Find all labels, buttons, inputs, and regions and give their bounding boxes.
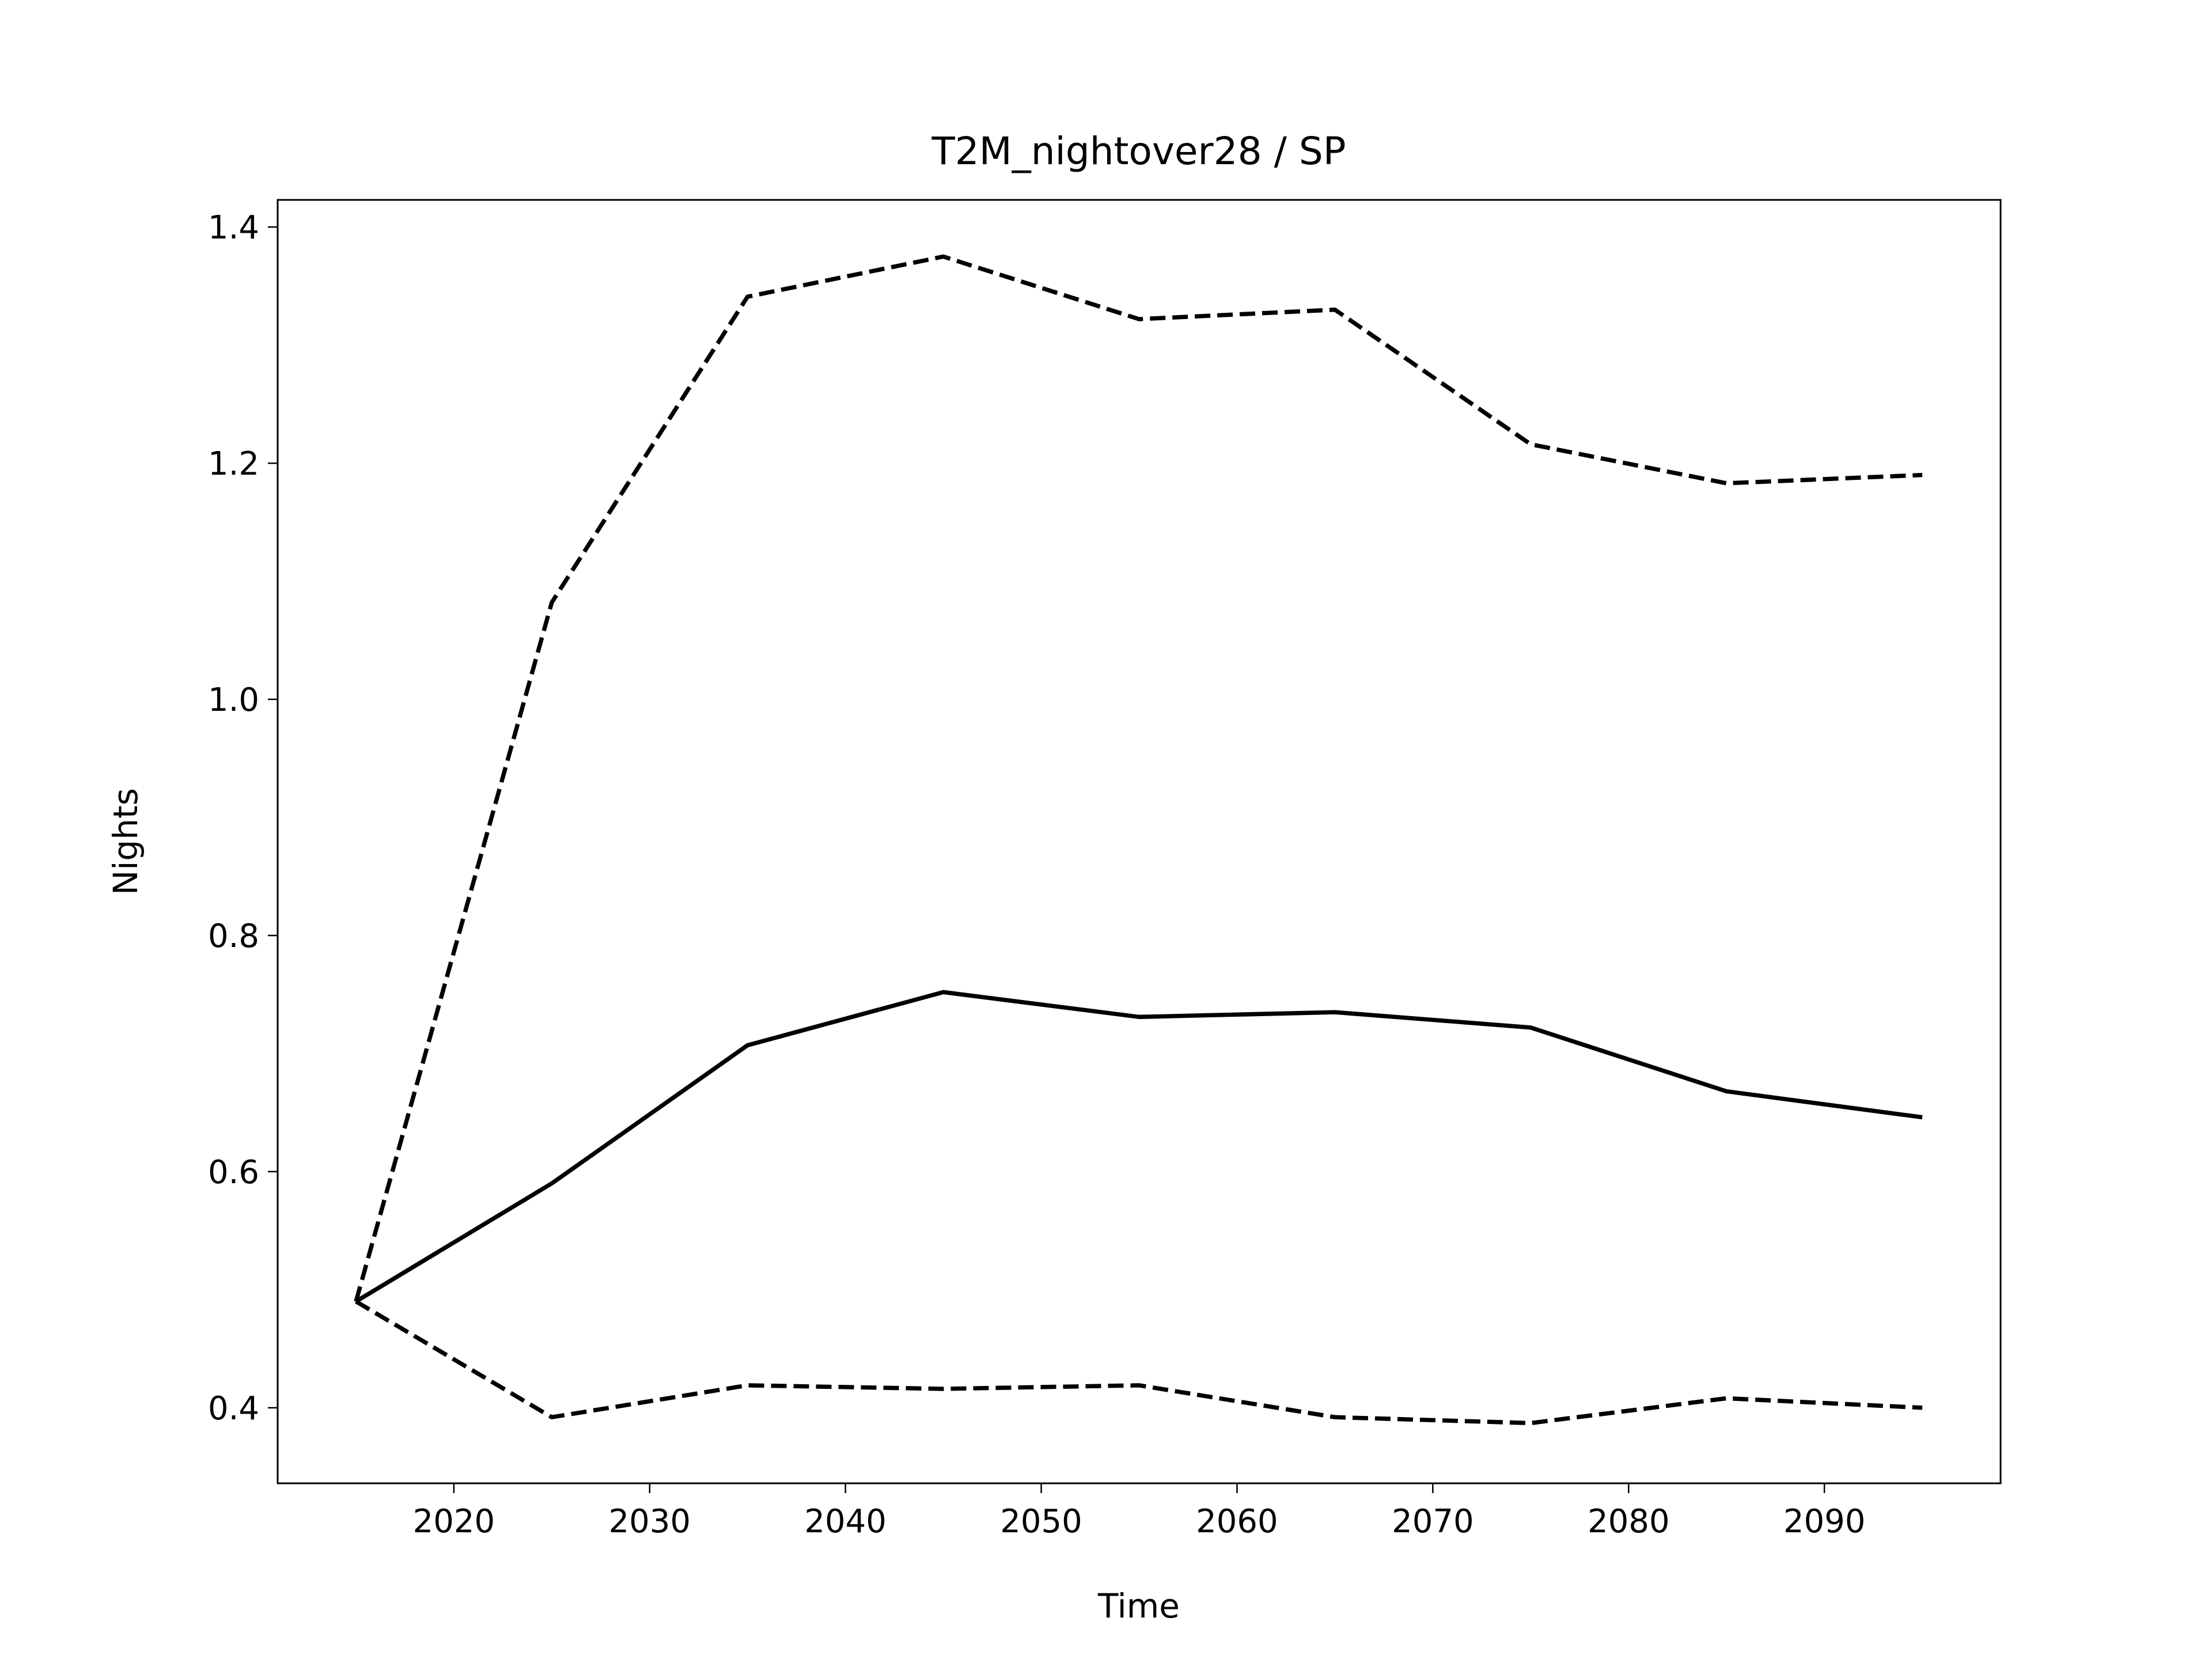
plot-frame (276, 199, 2002, 1484)
x-tick-label: 2060 (1196, 1503, 1278, 1540)
x-tick-label: 2090 (1783, 1503, 1866, 1540)
x-tick-label: 2040 (804, 1503, 887, 1540)
y-tick-label: 0.4 (208, 1390, 259, 1427)
y-axis-label: Nights (106, 788, 145, 895)
chart-title: T2M_nightover28 / SP (931, 129, 1346, 173)
y-tick-label: 1.2 (208, 445, 259, 483)
x-tick-label: 2080 (1588, 1503, 1670, 1540)
x-tick-label: 2020 (413, 1503, 495, 1540)
y-tick-label: 0.8 (208, 918, 259, 955)
line-series (355, 1300, 1923, 1426)
x-tick-label: 2030 (609, 1503, 691, 1540)
line-series (355, 990, 1923, 1304)
x-axis-label: Time (1097, 1586, 1180, 1626)
x-tick-label: 2050 (1000, 1503, 1082, 1540)
y-tick-label: 0.6 (208, 1154, 259, 1191)
x-tick-label: 2070 (1392, 1503, 1474, 1540)
line-series (354, 254, 1923, 1302)
y-tick-label: 1.4 (208, 209, 259, 247)
y-tick-label: 1.0 (208, 681, 259, 719)
